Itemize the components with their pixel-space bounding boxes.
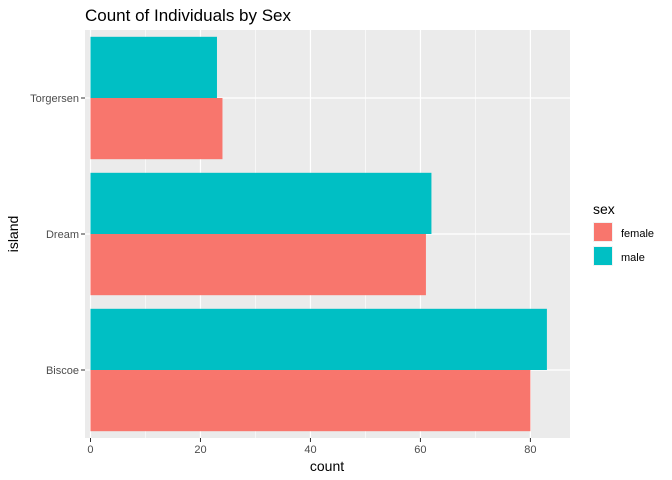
legend-key-female: [594, 223, 612, 241]
x-tick-label: 0: [87, 444, 93, 456]
legend-label-male: male: [621, 252, 645, 264]
bar-male-dream: [90, 172, 432, 234]
y-tick-label-biscoe: Biscoe: [46, 365, 79, 377]
y-axis-title: island: [5, 216, 21, 253]
x-tick-label: 60: [414, 444, 426, 456]
legend-title: sex: [593, 201, 615, 217]
legend-key-male: [594, 247, 612, 265]
x-tick-label: 20: [194, 444, 206, 456]
y-tick-label-torgersen: Torgersen: [30, 93, 79, 105]
x-tick-label: 40: [304, 444, 316, 456]
bar-male-torgersen: [90, 36, 217, 98]
legend-label-female: female: [621, 228, 654, 240]
y-tick-label-dream: Dream: [46, 229, 79, 241]
x-axis: 0 20 40 60 80: [87, 438, 537, 456]
bar-female-biscoe: [90, 370, 531, 432]
y-axis: Biscoe Dream Torgersen: [30, 93, 85, 377]
legend: sex female male: [593, 201, 654, 266]
chart-title: Count of Individuals by Sex: [85, 6, 292, 25]
bar-female-dream: [90, 234, 426, 296]
x-tick-label: 80: [524, 444, 536, 456]
bar-female-torgersen: [90, 98, 223, 160]
x-axis-title: count: [310, 458, 344, 474]
bar-male-biscoe: [90, 308, 547, 370]
bars: [90, 36, 547, 432]
